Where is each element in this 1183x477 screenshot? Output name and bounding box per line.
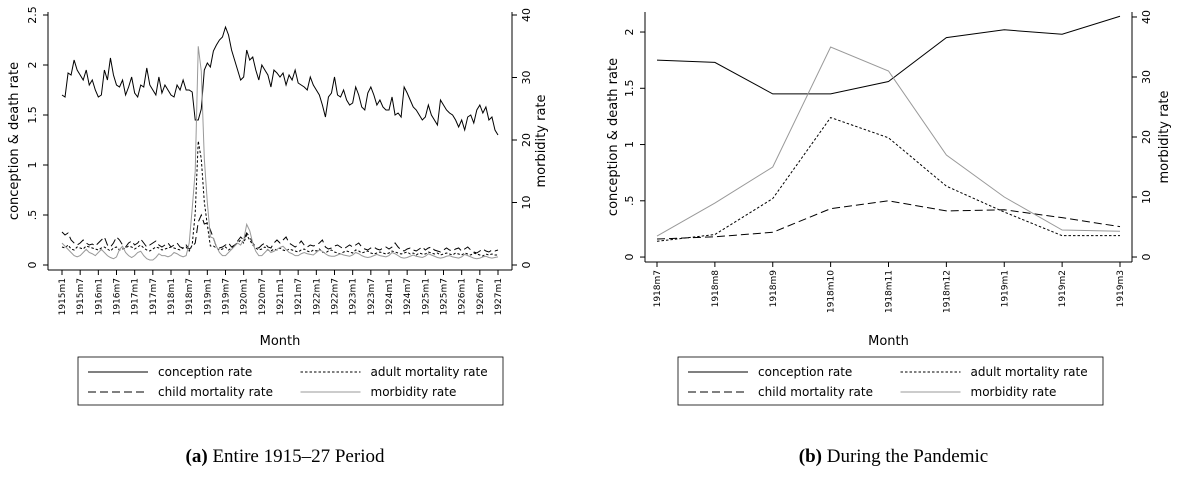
x-tick-label: 1920m1 xyxy=(240,278,250,315)
x-tick-label: 1919m3 xyxy=(1116,270,1126,307)
x-tick-label: 1918m9 xyxy=(769,270,779,308)
y-tick-label: 2 xyxy=(26,62,39,69)
y-axis-title: conception & death rate xyxy=(7,62,22,220)
caption-text: During the Pandemic xyxy=(827,446,988,467)
y-tick-label: 1 xyxy=(26,162,39,169)
x-tick-label: 1918m8 xyxy=(711,270,721,308)
x-tick-label: 1923m1 xyxy=(349,278,359,315)
series-line xyxy=(656,46,1121,237)
x-tick-label: 1919m1 xyxy=(1000,270,1010,307)
y2-tick-label: 0 xyxy=(520,262,533,269)
series-line xyxy=(61,25,499,136)
x-tick-label: 1924m7 xyxy=(403,278,413,315)
legend-box xyxy=(77,356,504,406)
x-tick-label: 1918m10 xyxy=(827,270,837,313)
x-tick-label: 1922m1 xyxy=(312,278,322,315)
x-tick-label: 1920m7 xyxy=(258,278,268,315)
series-line xyxy=(656,116,1120,242)
y-tick-label: 0 xyxy=(623,254,636,261)
y-tick-label: .5 xyxy=(26,210,39,221)
series-line xyxy=(61,46,499,261)
y2-tick-label: 40 xyxy=(1140,10,1153,24)
x-tick-label: 1925m1 xyxy=(421,278,431,315)
x-tick-label: 1927m1 xyxy=(494,278,504,315)
x-axis-title: Month xyxy=(260,334,301,349)
series-line xyxy=(61,140,498,257)
y2-axis-title: morbidity rate xyxy=(1157,90,1172,183)
y-tick-label: 2 xyxy=(623,29,636,36)
y-tick-label: 1.5 xyxy=(26,106,39,124)
series-line xyxy=(656,15,1121,95)
legend-box xyxy=(677,356,1104,406)
legend-label: adult mortality rate xyxy=(971,365,1088,379)
y-tick-label: 0 xyxy=(26,262,39,269)
x-tick-label: 1924m1 xyxy=(385,278,395,315)
x-tick-label: 1919m1 xyxy=(203,278,213,315)
x-tick-label: 1918m7 xyxy=(185,278,195,315)
panel: 0 .5 1 1.5 2 2.5 0 10 20 30 40 1915m1 1915m7 1916m1 19… xyxy=(7,6,549,467)
x-tick-label: 1916m1 xyxy=(94,278,104,315)
y2-tick-label: 20 xyxy=(1140,130,1153,144)
legend-label: child mortality rate xyxy=(758,385,873,399)
y-tick-label: 1 xyxy=(623,141,636,148)
legend-label: conception rate xyxy=(758,365,852,379)
x-tick-label: 1917m7 xyxy=(149,278,159,315)
x-tick-label: 1915m1 xyxy=(58,278,68,315)
x-tick-label: 1921m7 xyxy=(294,278,304,315)
y2-tick-label: 10 xyxy=(520,196,533,210)
x-tick-label: 1918m1 xyxy=(167,278,177,315)
legend-label: conception rate xyxy=(158,365,252,379)
x-tick-label: 1917m1 xyxy=(131,278,141,315)
series-line xyxy=(656,200,1121,240)
y2-tick-label: 30 xyxy=(520,71,533,85)
caption-label: (a) xyxy=(186,446,208,467)
y2-axis-title: morbidity rate xyxy=(534,94,549,187)
legend-label: morbidity rate xyxy=(971,385,1057,399)
x-tick-label: 1921m1 xyxy=(276,278,286,315)
y-tick-label: 1.5 xyxy=(623,80,636,98)
x-tick-label: 1918m7 xyxy=(653,270,663,307)
x-tick-label: 1926m7 xyxy=(476,278,486,315)
caption-label: (b) xyxy=(799,446,822,467)
x-axis-title: Month xyxy=(868,334,909,349)
x-tick-label: 1915m7 xyxy=(76,278,86,315)
x-tick-label: 1923m7 xyxy=(367,278,377,315)
x-tick-label: 1922m7 xyxy=(331,278,341,315)
x-tick-label: 1919m2 xyxy=(1058,270,1068,307)
legend-label: adult mortality rate xyxy=(371,365,488,379)
y2-tick-label: 20 xyxy=(520,133,533,147)
x-tick-label: 1918m12 xyxy=(942,270,952,313)
caption: (a) Entire 1915–27 Period xyxy=(186,446,385,467)
y2-tick-label: 30 xyxy=(1140,70,1153,84)
x-tick-label: 1918m11 xyxy=(885,270,895,313)
x-tick-label: 1916m7 xyxy=(113,278,123,315)
y2-tick-label: 0 xyxy=(1140,254,1153,261)
series-line xyxy=(61,213,499,254)
y-axis-title: conception & death rate xyxy=(606,58,621,216)
legend-label: child mortality rate xyxy=(158,385,273,399)
y2-tick-label: 10 xyxy=(1140,190,1153,204)
y-tick-label: 2.5 xyxy=(26,6,39,24)
legend-label: morbidity rate xyxy=(371,385,457,399)
x-tick-label: 1919m7 xyxy=(222,278,232,315)
y2-tick-label: 40 xyxy=(520,8,533,22)
y-tick-label: .5 xyxy=(623,196,636,207)
x-tick-label: 1925m7 xyxy=(440,278,450,315)
caption-text: Entire 1915–27 Period xyxy=(212,446,385,467)
caption: (b) During the Pandemic xyxy=(799,446,988,467)
x-tick-label: 1926m1 xyxy=(458,278,468,315)
